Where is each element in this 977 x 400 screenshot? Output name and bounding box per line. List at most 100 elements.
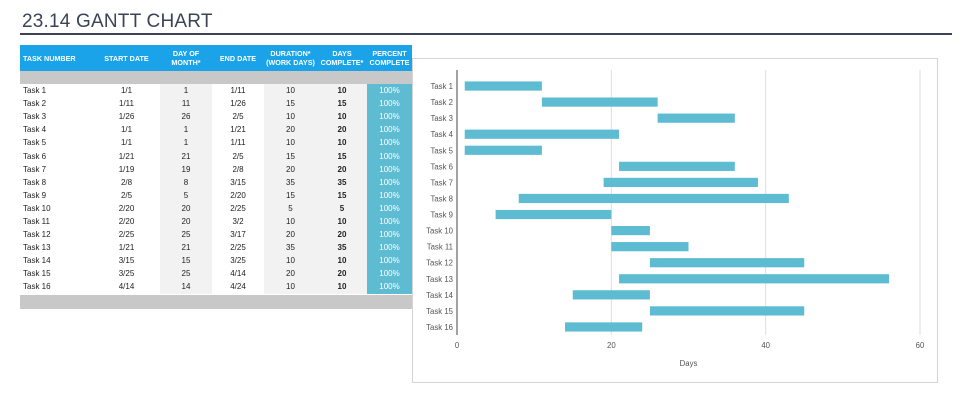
cell-days-complete[interactable]: 35 [317, 175, 367, 189]
cell-day-of-month[interactable]: 21 [160, 241, 212, 255]
table-row[interactable]: Task 13 1/21 21 2/25 35 35 100% [20, 241, 412, 255]
cell-days-complete[interactable]: 10 [317, 110, 367, 124]
cell-percent-complete[interactable]: 100% [367, 136, 412, 150]
cell-start-date[interactable]: 1/26 [118, 112, 135, 122]
cell-end-date[interactable]: 3/2 [232, 216, 244, 226]
cell-day-of-month[interactable]: 15 [160, 254, 212, 268]
cell-task-number[interactable]: Task 7 [23, 164, 47, 174]
cell-end-date[interactable]: 1/11 [230, 86, 246, 96]
cell-start-date[interactable]: 1/11 [119, 99, 134, 109]
cell-end-date[interactable]: 1/21 [230, 125, 246, 135]
cell-start-date[interactable]: 1/21 [118, 151, 135, 161]
cell-start-date[interactable]: 2/5 [120, 190, 133, 200]
cell-duration[interactable]: 20 [264, 267, 317, 281]
table-row[interactable]: Task 7 1/19 19 2/8 20 20 100% [20, 162, 412, 176]
cell-start-date[interactable]: 3/15 [118, 256, 135, 266]
cell-end-date[interactable]: 2/8 [232, 164, 244, 174]
cell-duration[interactable]: 15 [264, 149, 317, 163]
table-row[interactable]: Task 5 1/1 1 1/11 10 10 100% [20, 136, 412, 150]
cell-day-of-month[interactable]: 26 [160, 110, 212, 124]
table-row[interactable]: Task 8 2/8 8 3/15 35 35 100% [20, 175, 412, 189]
cell-duration[interactable]: 10 [264, 214, 317, 229]
cell-task-number[interactable]: Task 12 [23, 230, 51, 240]
cell-day-of-month[interactable]: 25 [160, 228, 212, 242]
header-day-of-month[interactable]: DAY OF MONTH* [171, 49, 201, 67]
cell-percent-complete[interactable]: 100% [367, 123, 412, 137]
cell-duration[interactable]: 10 [264, 254, 317, 268]
cell-task-number[interactable]: Task 11 [23, 216, 50, 226]
table-row[interactable]: Task 6 1/21 21 2/5 15 15 100% [20, 149, 412, 163]
cell-percent-complete[interactable]: 100% [367, 214, 412, 229]
cell-start-date[interactable]: 1/19 [118, 164, 135, 174]
cell-end-date[interactable]: 2/25 [230, 203, 246, 213]
cell-percent-complete[interactable]: 100% [367, 267, 412, 281]
header-task-number[interactable]: TASK NUMBER [23, 53, 76, 63]
cell-days-complete[interactable]: 10 [317, 84, 367, 98]
table-row[interactable]: Task 4 1/1 1 1/21 20 20 100% [20, 123, 412, 137]
cell-end-date[interactable]: 3/25 [230, 256, 246, 266]
cell-start-date[interactable]: 1/1 [120, 125, 133, 135]
cell-day-of-month[interactable]: 20 [160, 214, 212, 229]
cell-duration[interactable]: 20 [264, 123, 317, 137]
cell-percent-complete[interactable]: 100% [367, 110, 412, 124]
cell-duration[interactable]: 10 [264, 136, 317, 150]
table-row[interactable]: Task 14 3/15 15 3/25 10 10 100% [20, 254, 412, 268]
cell-start-date[interactable]: 1/1 [120, 138, 133, 148]
cell-percent-complete[interactable]: 100% [367, 84, 412, 98]
cell-duration[interactable]: 35 [264, 241, 317, 255]
cell-end-date[interactable]: 1/26 [230, 99, 246, 109]
cell-task-number[interactable]: Task 6 [23, 151, 47, 161]
cell-duration[interactable]: 10 [264, 280, 317, 294]
cell-day-of-month[interactable]: 5 [160, 188, 212, 202]
cell-days-complete[interactable]: 15 [317, 97, 367, 111]
cell-percent-complete[interactable]: 100% [367, 175, 412, 189]
cell-task-number[interactable]: Task 9 [23, 190, 47, 200]
cell-end-date[interactable]: 3/15 [230, 177, 246, 187]
cell-task-number[interactable]: Task 13 [23, 243, 51, 253]
cell-end-date[interactable]: 4/14 [230, 269, 246, 279]
cell-day-of-month[interactable]: 19 [160, 162, 212, 176]
cell-days-complete[interactable]: 15 [317, 188, 367, 202]
cell-day-of-month[interactable]: 1 [160, 84, 212, 98]
cell-day-of-month[interactable]: 20 [160, 201, 212, 215]
cell-percent-complete[interactable]: 100% [367, 280, 412, 294]
cell-start-date[interactable]: 2/8 [120, 177, 133, 187]
table-row[interactable]: Task 1 1/1 1 1/11 10 10 100% [20, 84, 412, 98]
cell-day-of-month[interactable]: 8 [160, 175, 212, 189]
cell-end-date[interactable]: 2/5 [232, 112, 244, 122]
cell-start-date[interactable]: 3/25 [118, 269, 135, 279]
cell-task-number[interactable]: Task 14 [23, 256, 51, 266]
cell-task-number[interactable]: Task 8 [23, 177, 47, 187]
cell-end-date[interactable]: 3/17 [230, 230, 246, 240]
header-start-date[interactable]: START DATE [104, 53, 149, 63]
cell-task-number[interactable]: Task 2 [23, 99, 47, 109]
cell-task-number[interactable]: Task 5 [23, 138, 47, 148]
cell-percent-complete[interactable]: 100% [367, 188, 412, 202]
cell-days-complete[interactable]: 20 [317, 123, 367, 137]
cell-percent-complete[interactable]: 100% [367, 241, 412, 255]
cell-task-number[interactable]: Task 1 [23, 86, 47, 96]
cell-duration[interactable]: 35 [264, 175, 317, 189]
cell-days-complete[interactable]: 10 [317, 254, 367, 268]
cell-day-of-month[interactable]: 1 [160, 136, 212, 150]
cell-percent-complete[interactable]: 100% [367, 254, 412, 268]
cell-percent-complete[interactable]: 100% [367, 162, 412, 176]
cell-duration[interactable]: 5 [264, 201, 317, 215]
cell-start-date[interactable]: 4/14 [118, 282, 135, 292]
table-row[interactable]: Task 15 3/25 25 4/14 20 20 100% [20, 267, 412, 281]
cell-days-complete[interactable]: 10 [317, 280, 367, 294]
cell-day-of-month[interactable]: 14 [160, 280, 212, 294]
table-row[interactable]: Task 2 1/11 11 1/26 15 15 100% [20, 97, 412, 111]
table-row[interactable]: Task 9 2/5 5 2/20 15 15 100% [20, 188, 412, 202]
cell-end-date[interactable]: 1/11 [230, 138, 246, 148]
cell-days-complete[interactable]: 20 [317, 267, 367, 281]
cell-days-complete[interactable]: 5 [317, 201, 367, 215]
cell-task-number[interactable]: Task 15 [23, 269, 51, 279]
cell-days-complete[interactable]: 10 [317, 214, 367, 229]
header-duration[interactable]: DURATION* (WORK DAYS) [266, 49, 315, 67]
table-row[interactable]: Task 12 2/25 25 3/17 20 20 100% [20, 228, 412, 242]
cell-days-complete[interactable]: 20 [317, 162, 367, 176]
header-end-date[interactable]: END DATE [219, 53, 257, 63]
header-percent-complete[interactable]: PERCENT COMPLETE [369, 49, 410, 67]
cell-percent-complete[interactable]: 100% [367, 201, 412, 215]
